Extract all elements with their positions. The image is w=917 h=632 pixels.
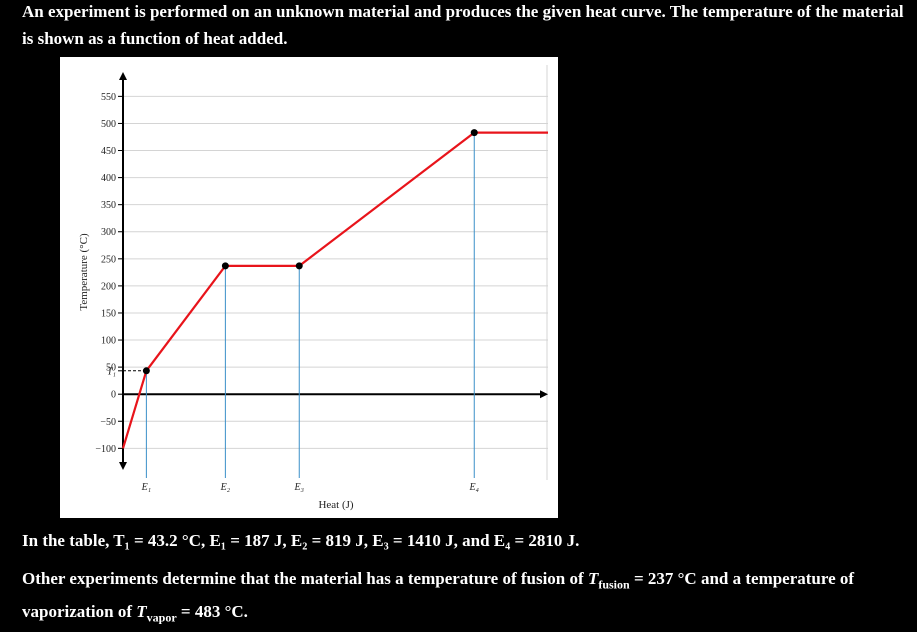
y-tick-label: T₁ — [107, 366, 116, 377]
x-axis-arrow — [540, 390, 548, 399]
note-text: = 483 °C. — [176, 602, 248, 622]
y-tick-label: 0 — [111, 390, 116, 401]
intro-text: An experiment is performed on an unknown… — [22, 2, 904, 48]
chart-background — [60, 57, 558, 518]
point — [142, 367, 150, 375]
x-tick-label: E₂ — [220, 482, 231, 493]
y-axis-arrow — [119, 462, 127, 470]
symbol: T — [587, 569, 599, 588]
y-tick-label: 100 — [101, 336, 116, 347]
point — [295, 262, 303, 270]
fusion-note: Other experiments determine that the mat… — [22, 565, 902, 632]
y-tick-label: 500 — [101, 119, 116, 130]
y-tick-label: 400 — [101, 173, 116, 184]
y-tick-label: 550 — [101, 92, 116, 103]
x-tick-label: E₃ — [293, 482, 304, 493]
x-tick-label: E₁ — [141, 482, 152, 493]
y-tick-label: 150 — [101, 308, 116, 319]
subscript: vapor — [146, 610, 177, 625]
y-tick-label: 350 — [101, 200, 116, 211]
symbol: T — [136, 602, 147, 622]
y-axis-arrow — [119, 72, 127, 80]
x-axis-label: Heat (J) — [318, 499, 353, 511]
y-tick-label: 200 — [101, 281, 116, 292]
note-text: Other experiments determine that the mat… — [22, 569, 588, 588]
subscript: fusion — [598, 577, 630, 592]
y-tick-label: 250 — [101, 254, 116, 265]
point — [221, 262, 229, 270]
y-tick-label: −100 — [95, 444, 116, 455]
x-tick-label: E₄ — [468, 482, 479, 493]
point — [470, 129, 478, 137]
y-axis-label: Temperature (°C) — [78, 233, 90, 311]
heat-curve — [121, 131, 548, 449]
note-text: = 237 °C and a temperature of vaporizati… — [22, 569, 855, 622]
y-tick-label: −50 — [100, 417, 116, 428]
y-tick-label: 450 — [101, 146, 116, 157]
table-note: In the table, T₁ = 43.2 °C, E₁ = 187 J, … — [22, 531, 580, 550]
y-tick-label: 300 — [101, 227, 116, 238]
y-tick-label: 50 — [106, 363, 116, 374]
